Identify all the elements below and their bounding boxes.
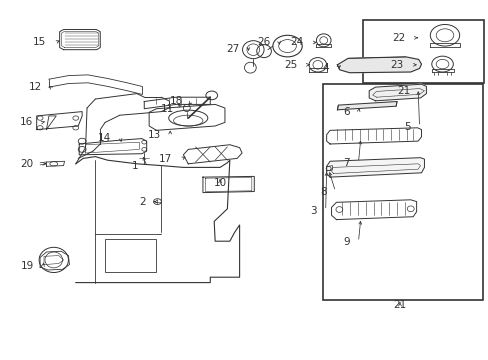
Text: 19: 19 — [21, 261, 34, 271]
Bar — [105, 239, 156, 272]
Text: 27: 27 — [226, 44, 239, 54]
Text: 23: 23 — [389, 60, 403, 70]
Text: 18: 18 — [169, 96, 183, 106]
Text: 25: 25 — [284, 60, 297, 70]
Bar — [362, 20, 483, 83]
Text: 26: 26 — [257, 37, 270, 48]
Text: 6: 6 — [342, 107, 349, 117]
Text: 17: 17 — [159, 154, 172, 164]
Text: 21: 21 — [396, 86, 409, 96]
Text: 16: 16 — [20, 117, 33, 127]
Text: 4: 4 — [322, 63, 328, 73]
Text: 15: 15 — [33, 37, 46, 48]
Polygon shape — [326, 158, 424, 177]
Text: 10: 10 — [213, 178, 226, 188]
Text: 20: 20 — [20, 159, 33, 169]
Text: 12: 12 — [28, 82, 41, 92]
Text: 13: 13 — [148, 130, 161, 140]
Polygon shape — [337, 102, 396, 110]
Text: 5: 5 — [403, 122, 410, 132]
Text: 14: 14 — [98, 132, 111, 143]
Text: 1: 1 — [131, 161, 138, 171]
Text: 21: 21 — [392, 300, 406, 310]
Polygon shape — [337, 57, 421, 73]
Text: 24: 24 — [289, 37, 303, 48]
Polygon shape — [368, 84, 426, 101]
Text: 22: 22 — [392, 33, 405, 43]
Text: 11: 11 — [160, 104, 173, 114]
Text: 7: 7 — [342, 158, 349, 168]
Text: 2: 2 — [139, 197, 145, 207]
Text: 9: 9 — [342, 237, 349, 247]
Text: 8: 8 — [319, 186, 326, 197]
Text: 3: 3 — [309, 206, 316, 216]
Bar — [322, 84, 482, 300]
